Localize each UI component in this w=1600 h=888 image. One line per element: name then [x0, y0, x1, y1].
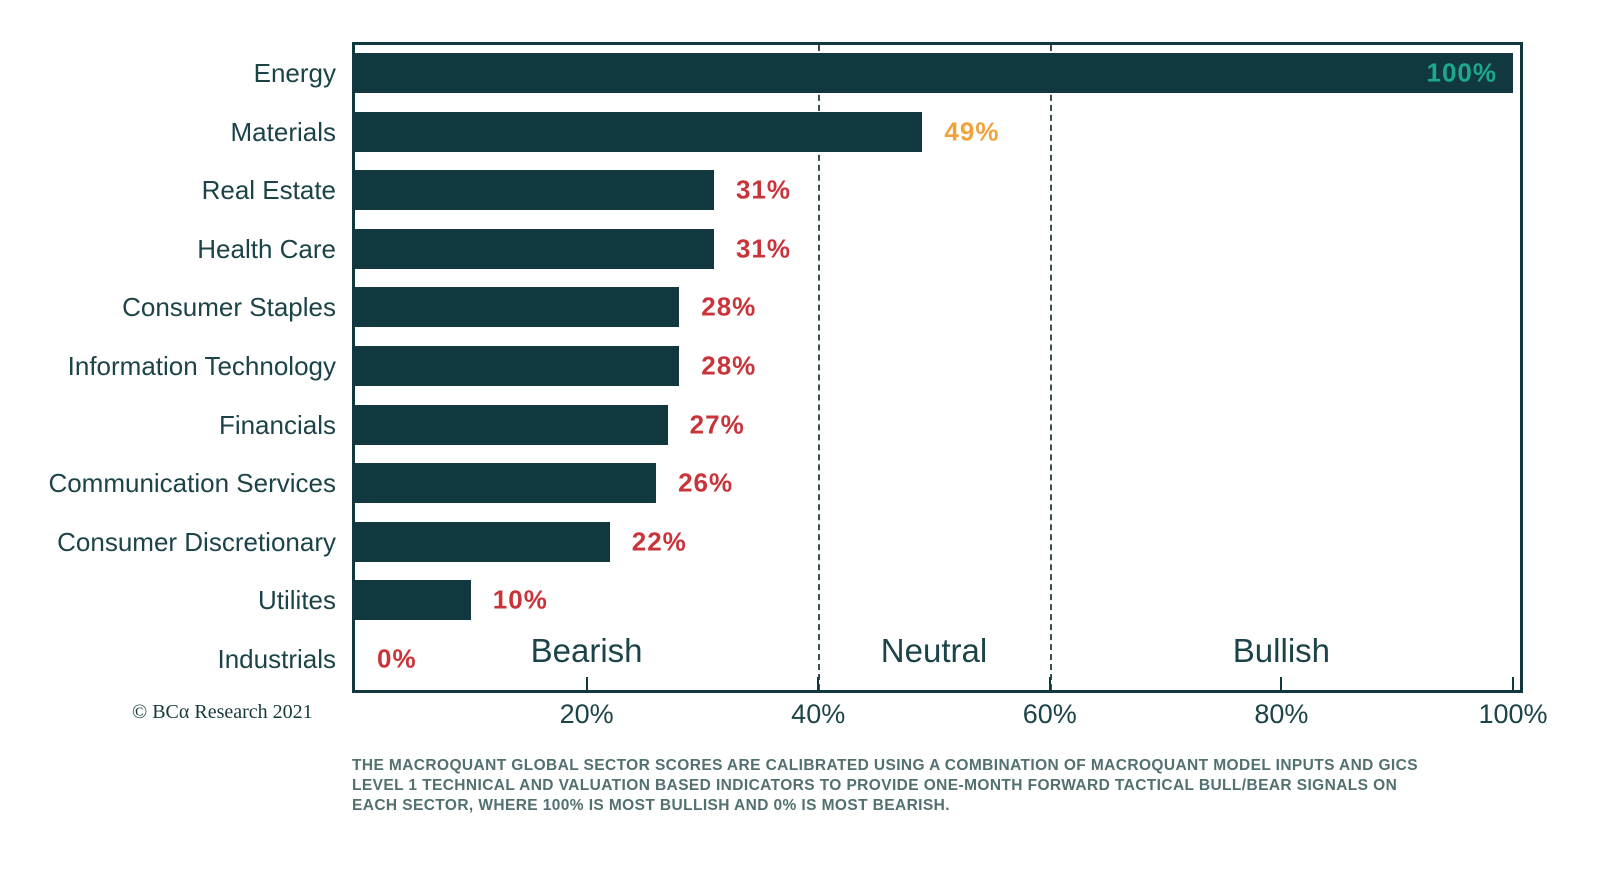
x-tick-label: 40% — [791, 699, 846, 729]
bar — [355, 521, 610, 562]
footnote: THE MACROQUANT GLOBAL SECTOR SCORES ARE … — [352, 756, 1532, 816]
bar: 100% — [355, 53, 1513, 93]
bars-layer: 100% 49% 31% 31% 28% 28% 27% 26% 22% 10% 0% — [355, 45, 1520, 690]
category-label: Consumer Staples — [122, 292, 336, 323]
zone-label-bullish: Bullish — [1232, 632, 1331, 669]
bar-row: 28% — [355, 287, 1520, 328]
zone-label-neutral: Neutral — [880, 632, 988, 669]
bar — [355, 404, 668, 445]
category-label: Materials — [230, 116, 336, 147]
footnote-line: THE MACROQUANT GLOBAL SECTOR SCORES ARE … — [352, 757, 1418, 774]
bar-value-label: 49% — [944, 116, 1000, 147]
category-label: Financials — [218, 409, 336, 440]
bar-value-label: 31% — [735, 174, 792, 205]
bar-row: 22% — [355, 521, 1520, 562]
zone-label-bearish: Bearish — [530, 632, 643, 669]
bar — [355, 463, 657, 504]
category-label: Energy — [253, 58, 336, 88]
bar-row: 100% — [355, 53, 1520, 93]
category-label: Information Technology — [67, 351, 336, 381]
category-labels: Energy Materials Real Estate Health Care Con… — [0, 45, 344, 696]
bar — [355, 228, 714, 269]
x-tick-label: 80% — [1254, 699, 1309, 729]
x-tick-mark — [1280, 677, 1283, 690]
bar-row: 26% — [355, 463, 1520, 504]
footnote-line: LEVEL 1 TECHNICAL AND VALUATION BASED IN… — [352, 777, 1398, 794]
category-label: Utilites — [257, 585, 336, 616]
category-label: Consumer Discretionary — [57, 526, 336, 557]
bar — [355, 580, 471, 621]
bar-value-label: 100% — [1426, 57, 1497, 88]
x-tick-label: 60% — [1022, 699, 1077, 729]
x-tick-label: 20% — [559, 699, 614, 729]
bar — [355, 346, 680, 386]
copyright: © BCα Research 2021 — [132, 701, 313, 723]
zone-divider-line — [1049, 45, 1052, 690]
x-tick-mark — [1512, 677, 1514, 690]
category-label: Industrials — [217, 644, 337, 674]
x-tick-mark — [1048, 677, 1051, 690]
bar-value-label: 28% — [701, 350, 757, 381]
bar-row: 27% — [355, 404, 1520, 445]
bar-row: 49% — [355, 111, 1520, 152]
bar-value-label: 31% — [735, 233, 792, 264]
category-label: Real Estate — [201, 175, 336, 206]
bar-value-label: 27% — [689, 409, 745, 440]
bar-row: 31% — [355, 228, 1520, 269]
bar-row: 28% — [355, 346, 1520, 386]
bar — [355, 111, 923, 152]
bar-row: 10% — [355, 580, 1520, 621]
bar-value-label: 22% — [631, 526, 687, 557]
x-tick-label: 100% — [1478, 699, 1548, 729]
bar — [355, 170, 714, 211]
x-tick-mark — [585, 677, 588, 690]
bar-value-label: 26% — [678, 467, 734, 498]
bar-row: 31% — [355, 170, 1520, 211]
category-label: Communication Services — [48, 468, 336, 499]
bar-value-label: 28% — [701, 291, 757, 322]
x-axis-labels: 20% 40% 60% 80% 100% — [355, 699, 1548, 733]
category-label: Health Care — [197, 233, 336, 264]
bar-value-label: 0% — [377, 643, 417, 674]
bar-row: 0% — [355, 639, 1520, 679]
bar-value-label: 10% — [492, 584, 548, 615]
bar — [355, 287, 680, 328]
footnote-line: EACH SECTOR, WHERE 100% IS MOST BULLISH … — [352, 797, 950, 814]
plot-area: Bearish Neutral Bullish 100% 49% 31% 31% 28% 28… — [352, 42, 1523, 693]
x-tick-mark — [817, 677, 820, 690]
zone-divider-line — [818, 45, 821, 690]
